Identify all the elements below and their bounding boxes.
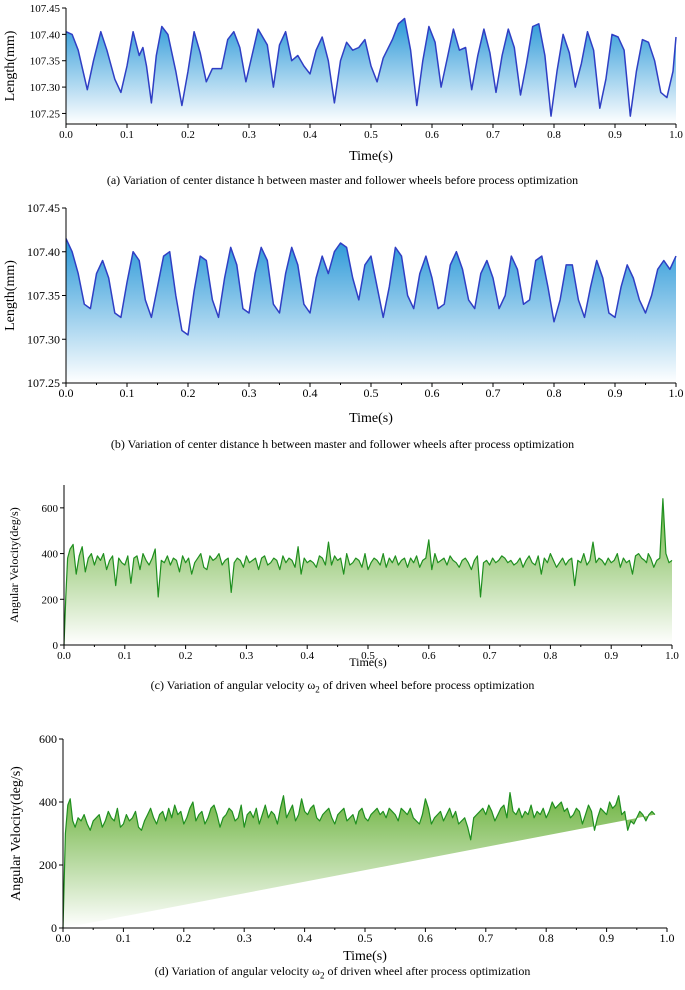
series-line — [65, 17, 677, 117]
chart-panel-b: 0.0 0.1 0.2 0.3 0.4 0.5 0.6 0.7 0.8 0.9 1.0 107.25 1… — [0, 200, 685, 458]
x-tick-label: 0.3 — [242, 386, 257, 400]
x-tick-label: 0.7 — [486, 129, 500, 141]
area-fill — [63, 792, 655, 928]
x-tick-label: 0.2 — [181, 129, 195, 141]
x-tick-label: 0.9 — [599, 931, 614, 945]
chart-panel-a: 0.0 0.1 0.2 0.3 0.4 0.5 0.6 0.7 0.8 0.9 1.0 107.25 1… — [0, 0, 685, 200]
x-tick-label: 0.4 — [303, 129, 317, 141]
x-tick-label: 0.1 — [116, 931, 131, 945]
x-tick-label: 0.3 — [240, 650, 254, 662]
x-tick-label: 0.7 — [486, 386, 501, 400]
x-axis-label: Time(s) — [349, 411, 393, 426]
x-tick-label: 0.2 — [176, 931, 191, 945]
x-tick-label: 0.2 — [181, 386, 196, 400]
x-tick-label: 0.1 — [120, 386, 135, 400]
x-tick-label: 0.7 — [483, 650, 497, 662]
x-tick-label: 0.4 — [297, 931, 312, 945]
x-axis-label: Time(s) — [343, 949, 387, 964]
x-tick-label: 0.3 — [242, 129, 256, 141]
area-fill — [64, 498, 672, 645]
y-tick-label: 107.30 — [27, 332, 60, 346]
x-tick-label: 0.9 — [604, 650, 618, 662]
chart-d-svg: 0.0 0.1 0.2 0.3 0.4 0.5 0.6 0.7 0.8 0.9 1.0 0 200 400… — [9, 732, 675, 964]
x-tick-label: 1.0 — [665, 650, 679, 662]
caption-c: (c) Variation of angular velocity ω2 of … — [150, 678, 535, 695]
caption-d: (d) Variation of angular velocity ω2 of … — [154, 964, 531, 981]
x-tick-label: 0.4 — [300, 650, 314, 662]
x-tick-label: 0.5 — [364, 129, 378, 141]
y-axis-label: Angular Velocity(deg/s) — [7, 507, 21, 622]
y-tick-label: 400 — [39, 795, 57, 809]
x-tick-label: 0.8 — [547, 129, 561, 141]
x-tick-label: 0.6 — [422, 650, 436, 662]
series-line — [65, 238, 677, 336]
x-tick-label: 0.0 — [56, 931, 71, 945]
caption-b: (b) Variation of center distance h betwe… — [110, 437, 575, 451]
x-tick-label: 0.6 — [418, 931, 433, 945]
omega-subscript: 2 — [315, 684, 320, 695]
x-tick-label: 0.5 — [358, 931, 373, 945]
series-line — [62, 792, 656, 929]
y-tick-label: 200 — [42, 594, 59, 606]
y-tick-label: 107.40 — [27, 245, 60, 259]
y-tick-label: 107.45 — [30, 3, 61, 15]
chart-panel-c: 0.0 0.1 0.2 0.3 0.4 0.5 0.6 0.7 0.8 0.9 1.0 0 200 400… — [0, 458, 685, 698]
series-line — [63, 498, 673, 646]
y-tick-label: 600 — [39, 732, 57, 746]
chart-a-svg: 0.0 0.1 0.2 0.3 0.4 0.5 0.6 0.7 0.8 0.9 1.0 107.25 1… — [3, 3, 683, 164]
x-tick-label: 0.0 — [57, 650, 71, 662]
y-tick-label: 107.45 — [27, 201, 60, 215]
y-tick-label: 107.25 — [30, 108, 61, 120]
x-tick-label: 1.0 — [669, 129, 683, 141]
area-fill — [66, 238, 676, 383]
x-axis-label: Time(s) — [349, 149, 393, 164]
x-tick-label: 0.1 — [120, 129, 134, 141]
y-tick-label: 0 — [51, 921, 57, 935]
x-tick-label: 0.6 — [425, 386, 440, 400]
x-tick-label: 0.9 — [608, 386, 623, 400]
x-tick-label: 0.0 — [59, 129, 73, 141]
x-tick-label: 1.0 — [660, 931, 675, 945]
chart-panel-d: 0.0 0.1 0.2 0.3 0.4 0.5 0.6 0.7 0.8 0.9 1.0 0 200 400… — [0, 698, 685, 990]
caption-a: (a) Variation of center distance h betwe… — [106, 173, 579, 187]
chart-b-svg: 0.0 0.1 0.2 0.3 0.4 0.5 0.6 0.7 0.8 0.9 1.0 107.25 1… — [3, 201, 684, 426]
area-fill — [66, 18, 676, 124]
x-tick-label: 0.8 — [547, 386, 562, 400]
y-tick-label: 107.35 — [30, 56, 61, 68]
y-tick-label: 107.25 — [27, 376, 60, 390]
x-tick-label: 0.5 — [361, 650, 375, 662]
x-tick-label: 0.9 — [608, 129, 622, 141]
y-axis-label: Length(mm) — [3, 260, 18, 331]
x-tick-label: 0.5 — [364, 386, 379, 400]
y-tick-label: 107.35 — [27, 289, 60, 303]
x-tick-label: 0.8 — [544, 650, 558, 662]
y-tick-label: 200 — [39, 858, 57, 872]
y-axis-label: Length(mm) — [3, 30, 18, 101]
x-tick-label: 0.2 — [179, 650, 193, 662]
y-tick-label: 107.30 — [30, 82, 61, 94]
x-tick-label: 0.0 — [59, 386, 74, 400]
omega-symbol: ω — [307, 678, 316, 692]
x-tick-label: 0.8 — [539, 931, 554, 945]
y-axis-label: Angular Velocity(deg/s) — [9, 766, 24, 901]
x-tick-label: 0.6 — [425, 129, 439, 141]
omega-subscript: 2 — [319, 970, 325, 981]
y-tick-label: 600 — [42, 503, 59, 515]
x-tick-label: 0.4 — [303, 386, 318, 400]
chart-c-svg: 0.0 0.1 0.2 0.3 0.4 0.5 0.6 0.7 0.8 0.9 1.0 0 200 400… — [7, 485, 679, 669]
x-tick-label: 0.7 — [478, 931, 493, 945]
y-tick-label: 107.40 — [30, 29, 61, 41]
x-tick-label: 1.0 — [669, 386, 684, 400]
x-tick-label: 0.1 — [118, 650, 132, 662]
x-tick-label: 0.3 — [237, 931, 252, 945]
y-tick-label: 400 — [42, 549, 59, 561]
x-axis-label: Time(s) — [349, 655, 387, 669]
y-tick-label: 0 — [53, 640, 59, 652]
omega-symbol: ω — [312, 964, 320, 978]
